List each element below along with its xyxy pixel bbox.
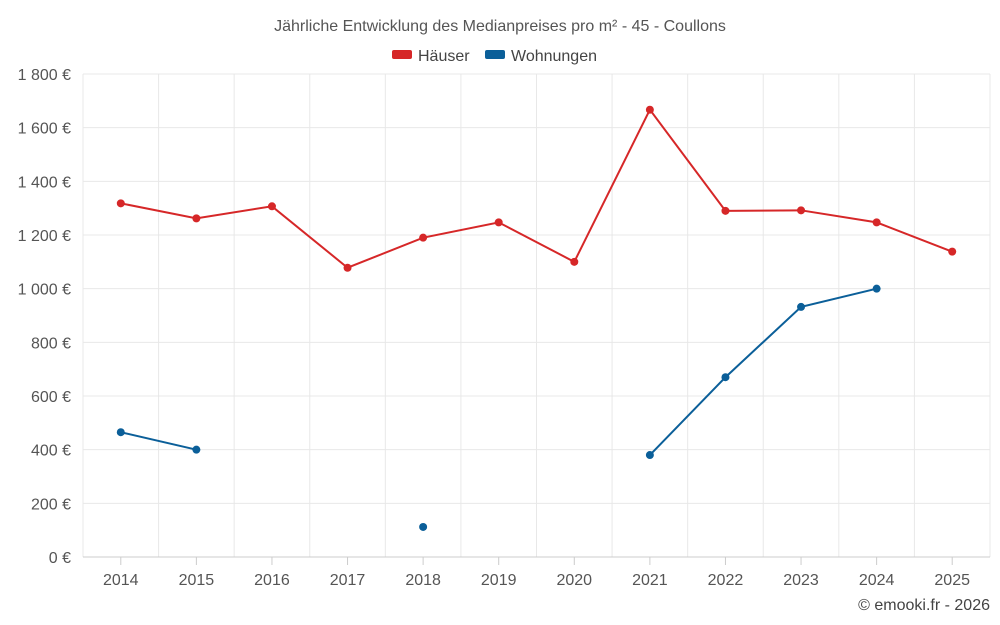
data-point-wohnungen-2023[interactable] <box>797 302 806 311</box>
y-tick-label: 200 € <box>31 496 71 513</box>
x-tick-label: 2015 <box>179 572 215 589</box>
x-tick-label: 2019 <box>481 572 517 589</box>
x-tick-label: 2020 <box>556 572 592 589</box>
x-tick-label: 2022 <box>708 572 744 589</box>
legend-item-haeuser[interactable]: Häuser <box>392 48 470 65</box>
legend-swatch-haeuser <box>392 50 412 59</box>
legend-swatch-wohnungen <box>485 50 505 59</box>
data-point-haeuser-2020[interactable] <box>570 257 579 266</box>
data-point-haeuser-2019[interactable] <box>494 218 503 227</box>
y-tick-label: 1 600 € <box>18 121 71 138</box>
data-point-haeuser-2021[interactable] <box>645 105 654 114</box>
data-point-haeuser-2023[interactable] <box>797 206 806 215</box>
x-tick-label: 2023 <box>783 572 819 589</box>
data-point-wohnungen-2015[interactable] <box>192 445 201 454</box>
series-line-haeuser <box>120 107 953 269</box>
data-point-haeuser-2016[interactable] <box>267 202 276 211</box>
legend-label-wohnungen: Wohnungen <box>511 48 597 65</box>
chart-title: Jährliche Entwicklung des Medianpreises … <box>274 18 726 35</box>
y-axis: 0 € 200 € 400 € 600 € 800 € 1 000 € 1 200 € 1 4… <box>18 67 71 567</box>
x-tick-label: 2014 <box>103 572 139 589</box>
data-point-wohnungen-2022[interactable] <box>721 373 730 382</box>
data-point-haeuser-2025[interactable] <box>948 247 957 256</box>
legend: Häuser Wohnungen <box>392 48 597 65</box>
x-tick-label: 2018 <box>405 572 441 589</box>
data-point-haeuser-2017[interactable] <box>343 263 352 272</box>
x-tick-label: 2021 <box>632 572 668 589</box>
y-tick-label: 800 € <box>31 335 71 352</box>
y-tick-label: 0 € <box>49 550 71 567</box>
y-tick-label: 1 400 € <box>18 174 71 191</box>
x-tick-label: 2016 <box>254 572 290 589</box>
data-point-haeuser-2022[interactable] <box>721 206 730 215</box>
credit: © emooki.fr - 2026 <box>858 597 990 614</box>
legend-item-wohnungen[interactable]: Wohnungen <box>485 48 597 65</box>
y-tick-label: 1 000 € <box>18 282 71 299</box>
y-tick-label: 600 € <box>31 389 71 406</box>
data-point-haeuser-2014[interactable] <box>116 199 125 208</box>
x-tick-label: 2017 <box>330 572 366 589</box>
series-line-wohnungen <box>120 431 197 451</box>
series-line-wohnungen <box>649 287 877 456</box>
y-tick-label: 1 200 € <box>18 228 71 245</box>
x-tick-label: 2024 <box>859 572 895 589</box>
y-tick-label: 1 800 € <box>18 67 71 84</box>
data-point-wohnungen-2018[interactable] <box>419 522 428 531</box>
data-point-wohnungen-2014[interactable] <box>116 428 125 437</box>
data-point-haeuser-2015[interactable] <box>192 214 201 223</box>
data-point-wohnungen-2021[interactable] <box>645 451 654 460</box>
series <box>116 105 957 531</box>
grid <box>82 73 991 557</box>
data-point-haeuser-2024[interactable] <box>872 218 881 227</box>
x-tick-label: 2025 <box>934 572 970 589</box>
data-point-wohnungen-2024[interactable] <box>872 284 881 293</box>
x-axis: 2014 2015 2016 2017 2018 2019 2020 2021 2022 2023… <box>83 556 990 589</box>
y-tick-label: 400 € <box>31 443 71 460</box>
legend-label-haeuser: Häuser <box>418 48 470 65</box>
data-point-haeuser-2018[interactable] <box>419 233 428 242</box>
